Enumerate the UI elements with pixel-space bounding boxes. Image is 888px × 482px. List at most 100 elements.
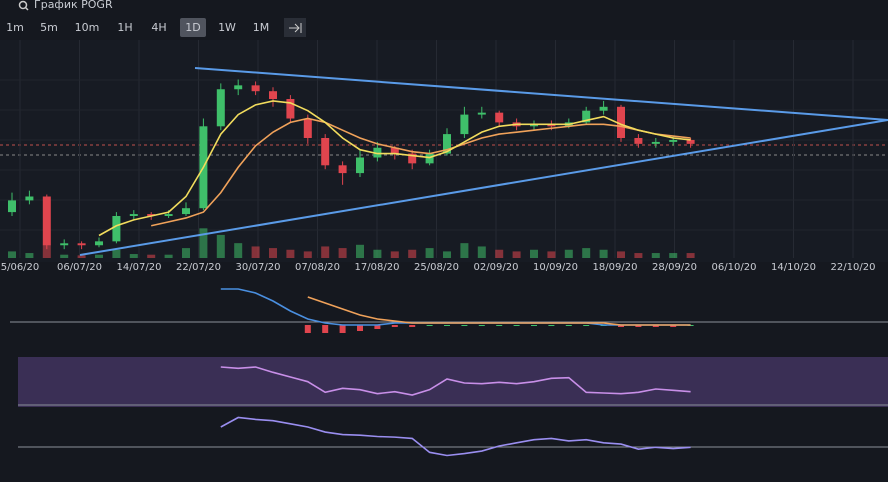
candle-body — [390, 147, 399, 154]
volume-bar — [408, 249, 417, 258]
candle-body — [286, 99, 295, 119]
x-tick-label: 06/07/20 — [57, 262, 102, 273]
x-tick-label: 07/08/20 — [295, 262, 340, 273]
volume-bar — [147, 254, 156, 258]
interval-label[interactable]: 1W — [218, 21, 236, 34]
x-tick-label: 28/09/20 — [652, 262, 697, 273]
interval-label[interactable]: 1H — [117, 21, 132, 34]
export-button[interactable] — [284, 18, 306, 37]
interval-label[interactable]: 5m — [40, 21, 58, 34]
macd-hist-bar — [635, 325, 642, 327]
interval-button[interactable]: 4H — [151, 21, 166, 34]
volume-bar — [321, 246, 330, 258]
candle-body — [408, 153, 417, 164]
chart-title: График POGR — [34, 0, 113, 11]
volume-bar — [303, 251, 312, 258]
macd-hist-bar — [339, 325, 346, 333]
candle-body — [338, 165, 347, 174]
interval-button[interactable]: 1m — [6, 21, 24, 34]
volume-bar — [495, 249, 504, 258]
volume-bar — [199, 228, 208, 258]
volume-bar — [686, 253, 695, 258]
interval-button[interactable]: 10m — [75, 21, 100, 34]
macd-hist-bar — [670, 325, 677, 327]
macd-hist-bar — [548, 325, 555, 326]
candle-body — [373, 147, 382, 158]
macd-hist-bar — [652, 325, 659, 327]
volume-bar — [286, 249, 295, 258]
interval-button[interactable]: 1H — [117, 21, 132, 34]
x-tick-label: 30/07/20 — [236, 262, 281, 273]
interval-label[interactable]: 10m — [75, 21, 100, 34]
macd-hist-bar — [565, 325, 572, 326]
volume-bar — [42, 244, 51, 258]
macd-hist-bar — [322, 325, 329, 333]
interval-bar: 1m 5m 10m 1H 4H 1D 1W 1M — [6, 18, 269, 37]
volume-bar — [60, 254, 69, 258]
macd-hist-bar — [618, 325, 624, 327]
x-tick-label: 14/07/20 — [117, 262, 162, 273]
volume-bar — [269, 248, 277, 258]
candle-body — [112, 216, 121, 242]
x-tick-label: 17/08/20 — [355, 262, 400, 273]
volume-bar — [234, 243, 243, 258]
candle-body — [547, 124, 556, 127]
volume-bar — [634, 253, 643, 258]
macd-hist-bar — [374, 325, 381, 329]
x-tick-label: 22/07/20 — [176, 262, 221, 273]
candle-body — [477, 112, 486, 115]
volume-bar — [460, 243, 469, 258]
volume-bar — [112, 249, 121, 258]
volume-bar — [547, 251, 556, 258]
interval-label[interactable]: 1m — [6, 21, 24, 34]
volume-bar — [251, 246, 260, 258]
interval-button[interactable]: 5m — [40, 21, 58, 34]
ma-fast-line — [98, 100, 691, 237]
volume-bar — [77, 255, 86, 258]
candle-body — [443, 134, 451, 154]
interval-button[interactable]: 1W — [218, 21, 236, 34]
volume-bar — [425, 248, 434, 258]
interval-label[interactable]: 1D — [185, 21, 200, 34]
volume-bar — [582, 248, 591, 258]
volume-bar — [129, 254, 138, 258]
candle-body — [356, 157, 364, 174]
x-tick-label: 25/08/20 — [414, 262, 459, 273]
volume-bar — [8, 251, 16, 258]
volume-bar — [338, 248, 347, 258]
candle-body — [234, 85, 243, 90]
candle-body — [8, 200, 16, 213]
candle-body — [617, 106, 625, 138]
volume-bar — [373, 249, 382, 258]
export-icon — [289, 23, 302, 33]
volume-bar — [617, 251, 625, 258]
volume-bar — [564, 249, 573, 258]
x-tick-label: 14/10/20 — [771, 262, 816, 273]
x-tick-label: 5/06/20 — [1, 262, 40, 273]
macd-hist-bar — [357, 325, 363, 331]
volume-bar — [216, 234, 225, 258]
candle-body — [303, 118, 312, 138]
interval-button[interactable]: 1M — [253, 21, 270, 34]
volume-bar — [512, 251, 521, 258]
x-tick-label: 22/10/20 — [831, 262, 876, 273]
candle-body — [216, 89, 225, 127]
macd-hist-bar — [409, 325, 416, 327]
interval-label[interactable]: 1M — [253, 21, 270, 34]
candle-body — [634, 138, 643, 144]
volume-bar — [669, 253, 678, 258]
interval-label[interactable]: 4H — [151, 21, 166, 34]
volume-bar — [477, 246, 486, 258]
candle-body — [182, 208, 190, 215]
candle-body — [530, 124, 538, 127]
interval-active-bg — [180, 18, 206, 37]
macd-hist-bar — [444, 325, 450, 326]
macd-hist-bar — [531, 325, 537, 326]
interval-button[interactable]: 1D — [180, 18, 206, 37]
candle-body — [60, 243, 69, 246]
candle-body — [495, 112, 504, 123]
candle-body — [321, 138, 330, 166]
candle-body — [147, 214, 156, 216]
candle-body — [425, 153, 434, 164]
volume-bar — [530, 249, 538, 258]
